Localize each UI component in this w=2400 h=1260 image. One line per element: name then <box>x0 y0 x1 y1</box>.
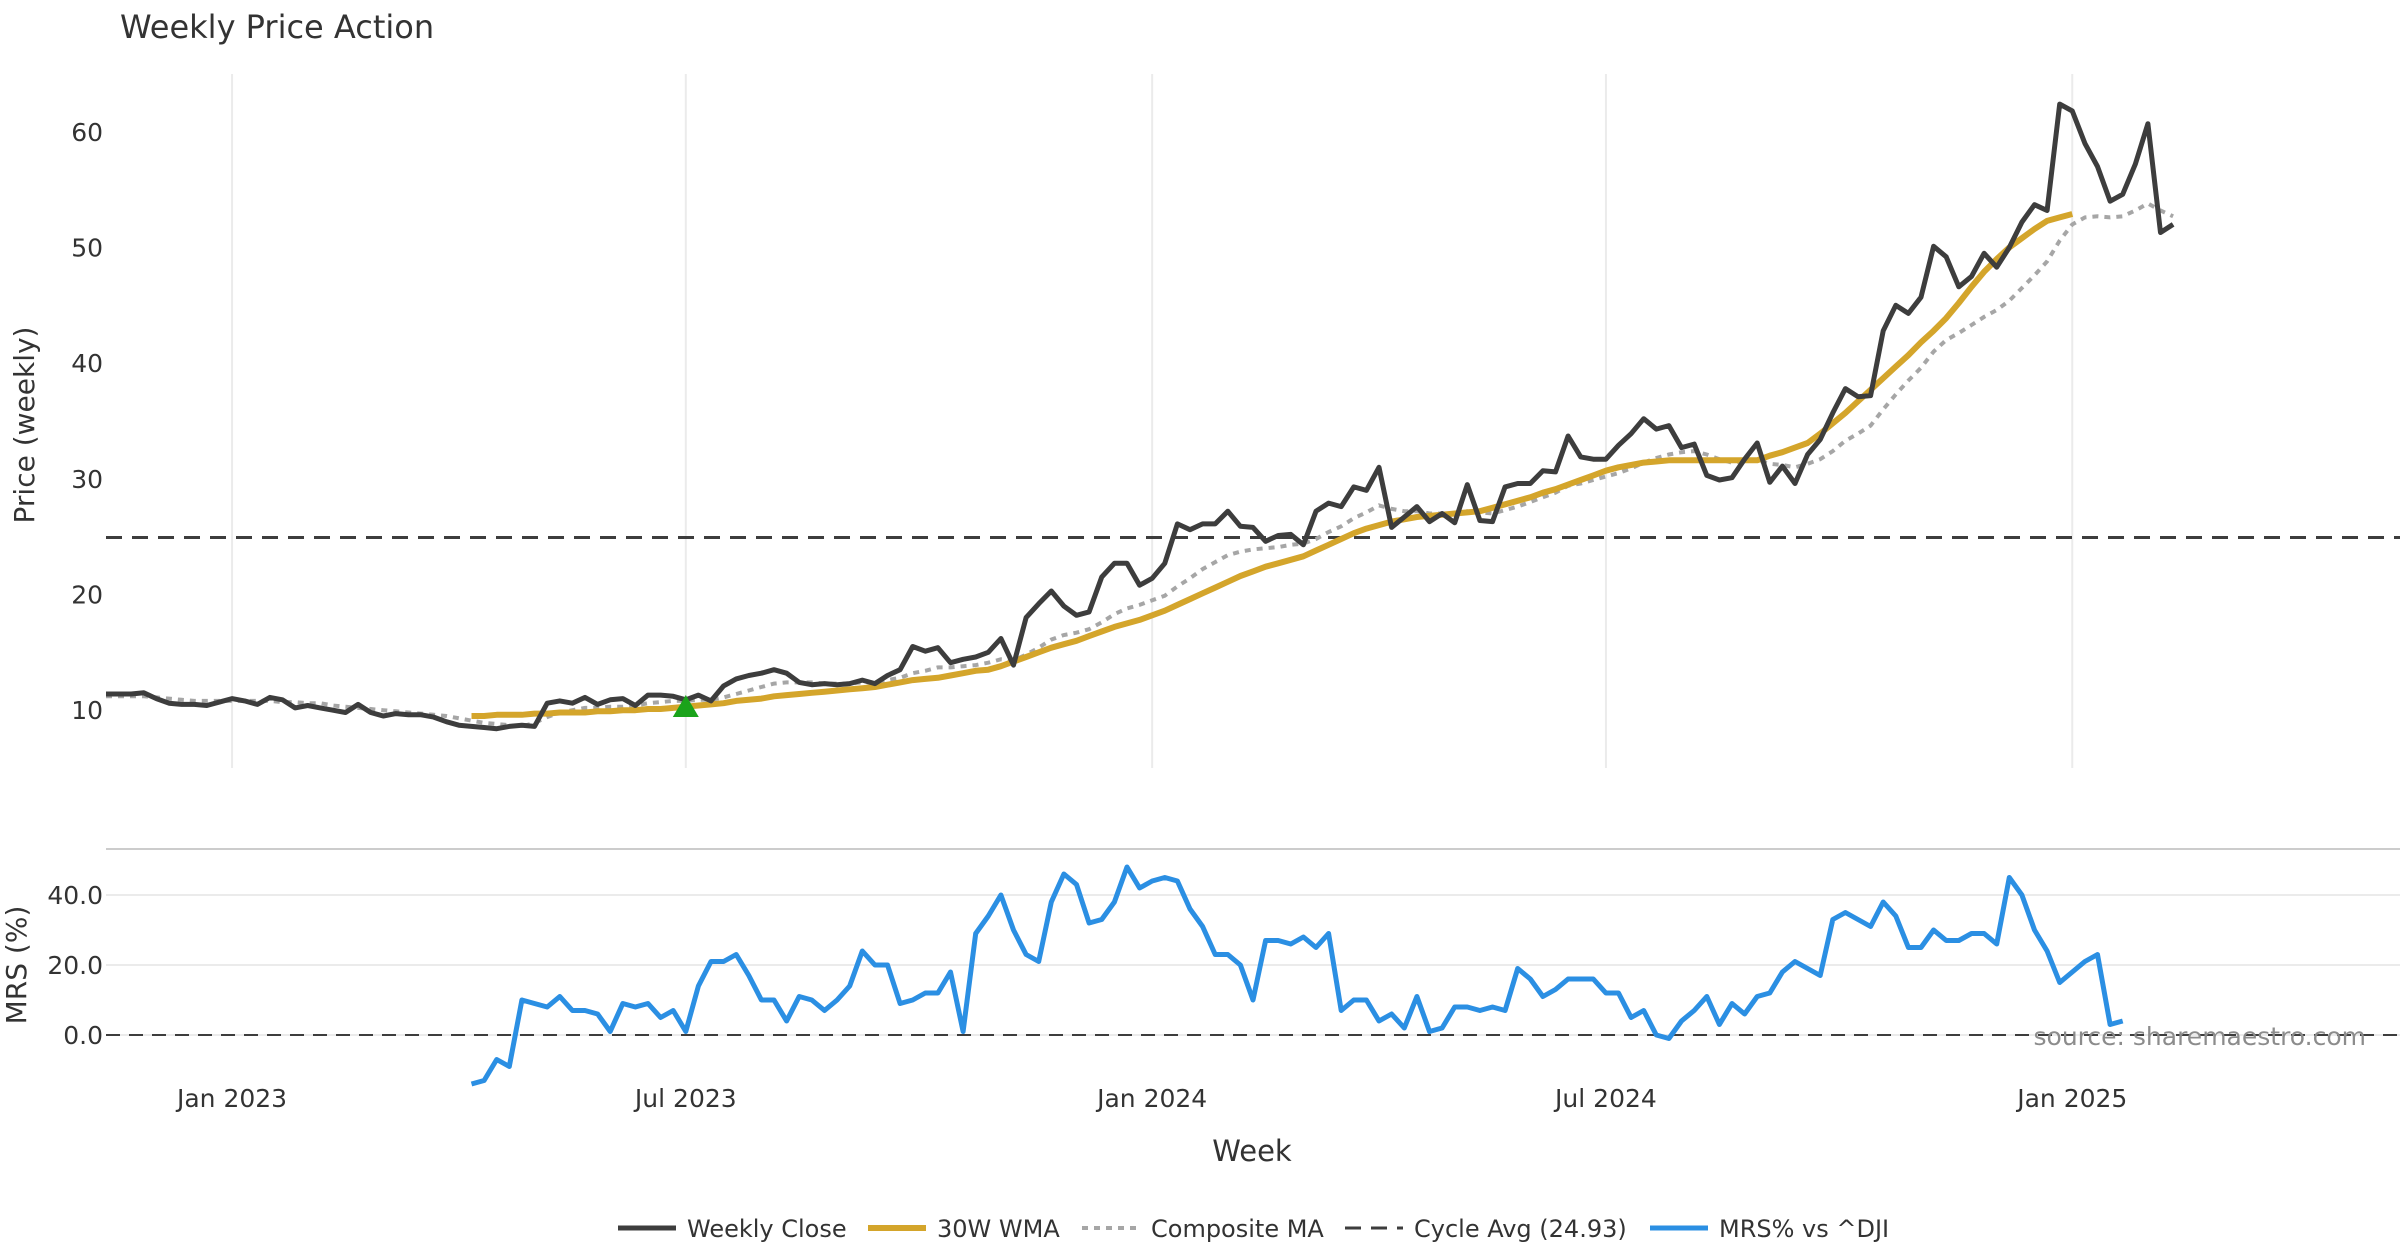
mrs-grid <box>106 894 2400 1036</box>
x-tick-label: Jul 2023 <box>633 1084 737 1113</box>
weekly-close-line <box>106 101 2175 732</box>
legend: Weekly Close 30W WMA Composite MA Cycle Avg… <box>618 1215 1889 1243</box>
mrs-y-tick-label: 20.0 <box>47 951 103 980</box>
mrs-y-tick-label: 40.0 <box>47 881 103 910</box>
wma-30w-line <box>471 211 2074 719</box>
mrs-y-label: MRS (%) <box>0 906 33 1025</box>
x-axis-label: Week <box>1212 1134 1292 1168</box>
mrs-line <box>470 864 2124 1087</box>
price-y-tick-label: 60 <box>71 118 103 147</box>
mrs-y-axis: 0.0 20.0 40.0 <box>47 881 103 1050</box>
price-y-axis: 10 20 30 40 50 60 <box>71 118 103 725</box>
price-y-tick-label: 50 <box>71 234 103 263</box>
source-note: source: sharemaestro.com <box>2034 1022 2367 1051</box>
legend-label: Weekly Close <box>687 1215 847 1243</box>
legend-label: Composite MA <box>1151 1215 1324 1243</box>
x-tick-label: Jan 2023 <box>175 1084 287 1113</box>
x-axis: Jan 2023 Jul 2023 Jan 2024 Jul 2024 Jan 2025… <box>175 1084 2127 1113</box>
x-tick-label: Jul 2024 <box>1553 1084 1657 1113</box>
legend-label: MRS% vs ^DJI <box>1719 1215 1889 1243</box>
x-tick-label: Jan 2025 <box>2015 1084 2127 1113</box>
price-y-tick-label: 30 <box>71 465 103 494</box>
price-y-tick-label: 40 <box>71 349 103 378</box>
price-y-tick-label: 20 <box>71 581 103 610</box>
legend-label: 30W WMA <box>937 1215 1060 1243</box>
price-y-label: Price (weekly) <box>8 327 41 524</box>
mrs-y-tick-label: 0.0 <box>63 1021 103 1050</box>
buy-signal-marker <box>672 695 699 718</box>
legend-label: Cycle Avg (24.93) <box>1414 1215 1627 1243</box>
composite-ma-line <box>106 201 2174 729</box>
x-tick-label: Jan 2024 <box>1095 1084 1207 1113</box>
price-grid <box>231 74 2074 768</box>
price-y-tick-label: 10 <box>71 696 103 725</box>
chart-title: Weekly Price Action <box>120 8 434 46</box>
